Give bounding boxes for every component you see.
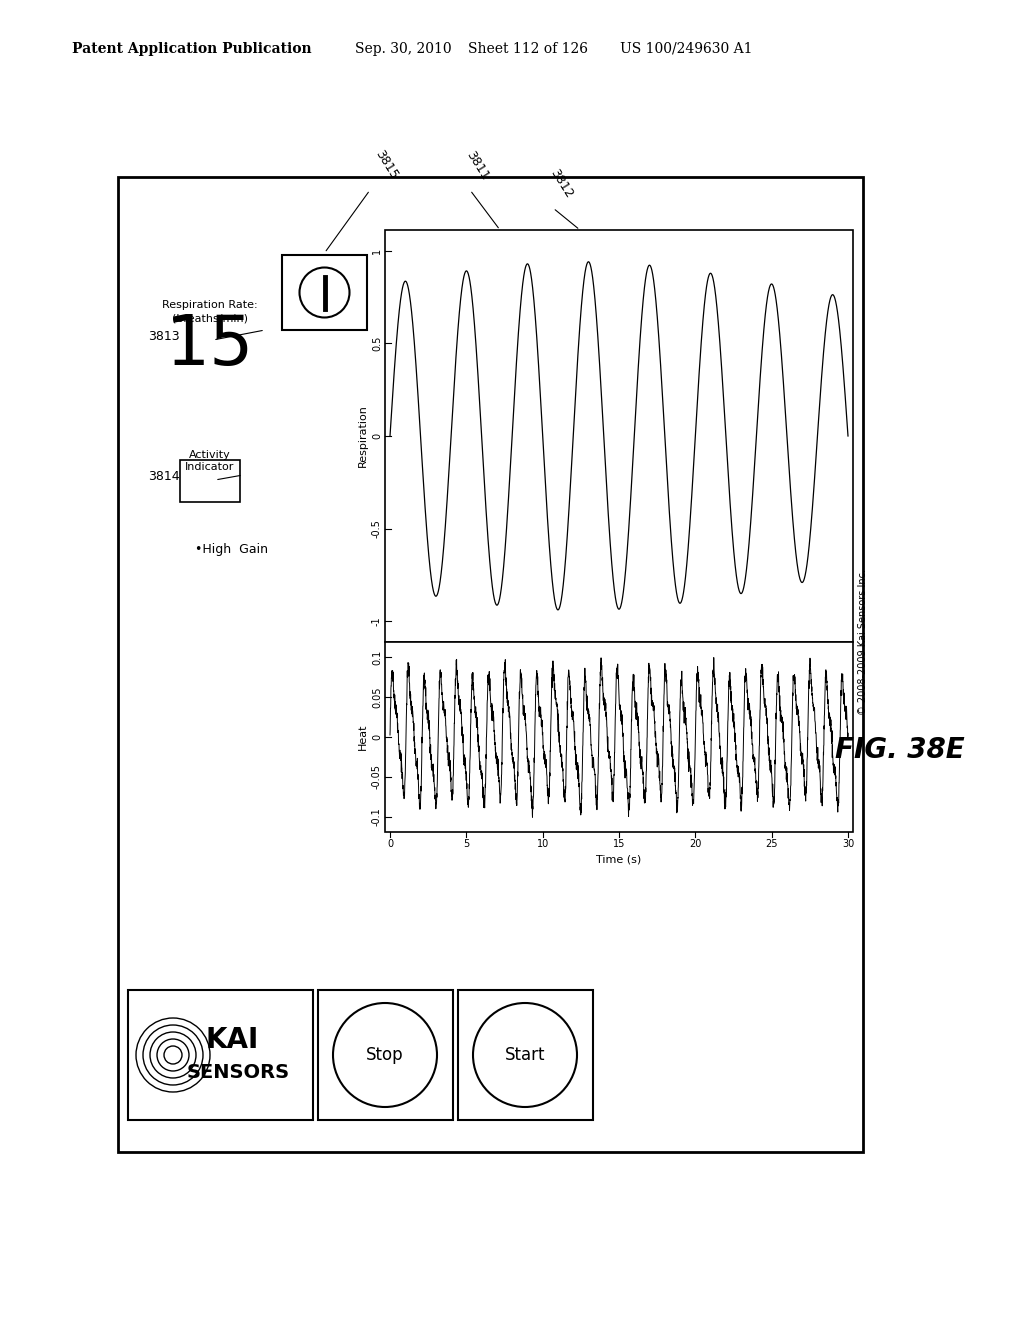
Text: 20: 20 bbox=[689, 840, 701, 849]
Text: •High  Gain: •High Gain bbox=[195, 544, 268, 557]
Text: FIG. 38E: FIG. 38E bbox=[835, 737, 965, 764]
Text: Respiration: Respiration bbox=[358, 404, 368, 467]
Text: 15: 15 bbox=[166, 312, 254, 379]
Text: 0: 0 bbox=[387, 840, 393, 849]
Text: 0.1: 0.1 bbox=[372, 649, 382, 665]
Bar bbox=[458, 990, 593, 1119]
Text: 10: 10 bbox=[537, 840, 549, 849]
Text: Start: Start bbox=[505, 1045, 545, 1064]
Text: 1: 1 bbox=[372, 248, 382, 253]
Text: -0.05: -0.05 bbox=[372, 764, 382, 789]
Text: US 100/249630 A1: US 100/249630 A1 bbox=[620, 42, 753, 55]
Text: 0.05: 0.05 bbox=[372, 686, 382, 708]
Circle shape bbox=[473, 1003, 577, 1107]
Text: 0: 0 bbox=[372, 734, 382, 741]
Text: 0: 0 bbox=[372, 433, 382, 440]
Bar bbox=[385, 642, 853, 832]
Text: 30: 30 bbox=[842, 840, 854, 849]
Text: KAI: KAI bbox=[205, 1026, 258, 1053]
Bar bbox=[118, 177, 863, 1152]
Text: Time (s): Time (s) bbox=[596, 854, 642, 865]
Text: 3815: 3815 bbox=[373, 148, 400, 182]
Bar bbox=[282, 255, 367, 330]
Text: 3812: 3812 bbox=[548, 166, 575, 201]
Text: © 2008-2009 Kai Sensors Inc.: © 2008-2009 Kai Sensors Inc. bbox=[858, 569, 868, 715]
Text: Activity
Indicator: Activity Indicator bbox=[185, 450, 234, 473]
Bar bbox=[318, 990, 453, 1119]
Text: Heat: Heat bbox=[358, 723, 368, 750]
Text: 3814: 3814 bbox=[148, 470, 179, 483]
Text: Stop: Stop bbox=[367, 1045, 403, 1064]
Text: SENSORS: SENSORS bbox=[187, 1063, 290, 1081]
Text: Sheet 112 of 126: Sheet 112 of 126 bbox=[468, 42, 588, 55]
Text: 5: 5 bbox=[463, 840, 469, 849]
Text: 3811: 3811 bbox=[464, 148, 492, 182]
Text: -1: -1 bbox=[372, 616, 382, 626]
Bar bbox=[385, 230, 853, 642]
Text: Patent Application Publication: Patent Application Publication bbox=[72, 42, 311, 55]
Text: Respiration Rate:
(breaths/min): Respiration Rate: (breaths/min) bbox=[162, 300, 258, 323]
Bar bbox=[180, 459, 240, 502]
Text: -0.5: -0.5 bbox=[372, 519, 382, 539]
Text: 0.5: 0.5 bbox=[372, 335, 382, 351]
Circle shape bbox=[333, 1003, 437, 1107]
Text: 25: 25 bbox=[765, 840, 778, 849]
Text: 3813: 3813 bbox=[148, 330, 179, 343]
Text: 15: 15 bbox=[612, 840, 626, 849]
Text: Sep. 30, 2010: Sep. 30, 2010 bbox=[355, 42, 452, 55]
Bar bbox=[128, 990, 313, 1119]
Text: -0.1: -0.1 bbox=[372, 808, 382, 826]
Circle shape bbox=[299, 268, 349, 318]
